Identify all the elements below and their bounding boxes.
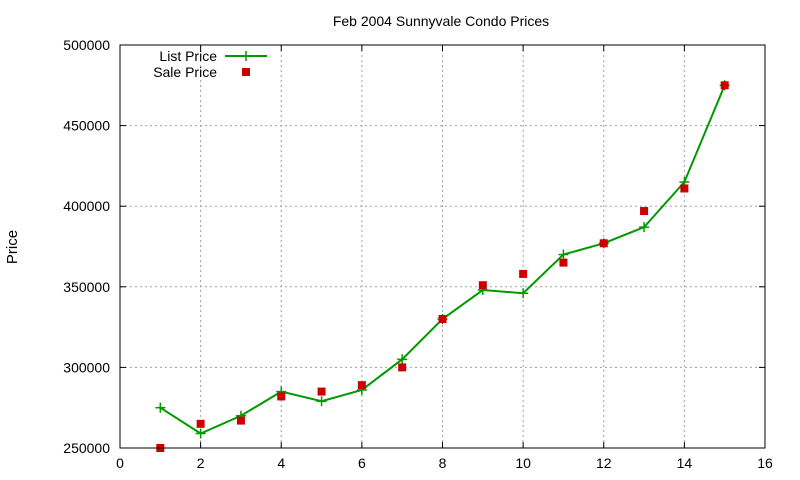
axis-ticks: [119, 44, 766, 449]
list-price-point: [397, 354, 408, 365]
legend-label: List Price: [159, 48, 217, 64]
list-price-point: [316, 396, 327, 407]
y-axis-label: Price: [4, 230, 21, 264]
sale-price-point: [277, 392, 286, 401]
sale-price-point: [478, 281, 487, 290]
chart-title: Feb 2004 Sunnyvale Condo Prices: [333, 13, 549, 29]
sale-price-point: [398, 363, 407, 372]
legend-square-sample: [242, 68, 250, 76]
sale-price-point: [196, 419, 205, 428]
x-tick-label: 14: [677, 455, 693, 471]
legend-label: Sale Price: [153, 64, 217, 80]
series-list-price: [155, 80, 730, 439]
list-price-point: [518, 288, 529, 299]
grid-lines: [120, 45, 765, 448]
sale-price-point: [317, 387, 326, 396]
list-price-point: [558, 249, 569, 260]
sale-price-point: [680, 184, 689, 193]
x-tick-label: 6: [358, 455, 366, 471]
x-tick-labels: 0 2 4 6 8 10 12 14 16: [116, 455, 773, 471]
x-tick-label: 4: [277, 455, 285, 471]
y-tick-label: 300000: [63, 359, 110, 375]
x-tick-label: 10: [515, 455, 531, 471]
list-price-point: [195, 428, 206, 439]
y-tick-label: 500000: [63, 37, 110, 53]
y-tick-label: 400000: [63, 198, 110, 214]
sale-price-point: [357, 381, 366, 390]
y-tick-label: 250000: [63, 440, 110, 456]
sale-price-point: [236, 416, 245, 425]
sale-price-point: [559, 258, 568, 267]
sale-price-point: [519, 269, 528, 278]
sale-price-point: [640, 207, 649, 216]
x-tick-label: 8: [439, 455, 447, 471]
list-price-point: [639, 222, 650, 233]
sale-price-point: [438, 315, 447, 324]
x-tick-label: 12: [596, 455, 612, 471]
list-price-point: [155, 402, 166, 413]
x-tick-label: 16: [757, 455, 773, 471]
y-tick-label: 450000: [63, 118, 110, 134]
y-tick-label: 350000: [63, 279, 110, 295]
x-tick-label: 0: [116, 455, 124, 471]
sale-price-point: [599, 239, 608, 248]
x-tick-label: 2: [197, 455, 205, 471]
plot-area: [155, 80, 730, 452]
sale-price-point: [720, 81, 729, 90]
y-tick-labels: 250000 300000 350000 400000 450000 500000: [63, 37, 110, 456]
series-sale-price: [156, 81, 729, 452]
